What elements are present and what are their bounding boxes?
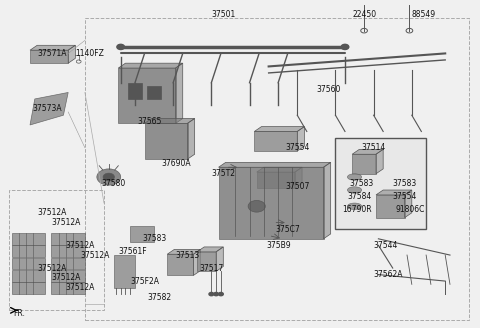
Text: 37501: 37501 [211, 10, 236, 19]
Text: 37512A: 37512A [66, 241, 95, 250]
Text: 37571A: 37571A [37, 49, 67, 58]
Text: 88549: 88549 [412, 10, 436, 19]
Polygon shape [257, 172, 295, 188]
Polygon shape [30, 50, 68, 63]
Polygon shape [197, 252, 216, 271]
Polygon shape [30, 92, 68, 125]
Bar [51, 258, 85, 269]
Text: 37554: 37554 [393, 192, 417, 201]
Bar [12, 282, 45, 294]
Text: 375F2A: 375F2A [130, 277, 159, 286]
Text: 91806C: 91806C [395, 205, 424, 214]
Polygon shape [218, 167, 324, 239]
Bar [12, 245, 45, 257]
Text: 37512A: 37512A [51, 273, 81, 282]
Bar [51, 282, 85, 294]
Text: 37583: 37583 [393, 179, 417, 188]
Circle shape [214, 293, 218, 296]
Text: 37517: 37517 [199, 264, 224, 273]
Text: 375T2: 375T2 [211, 169, 235, 178]
Bar [12, 233, 45, 245]
Text: 37512A: 37512A [37, 208, 67, 217]
Bar [114, 255, 135, 288]
Circle shape [209, 293, 214, 296]
Ellipse shape [348, 187, 362, 193]
Polygon shape [197, 247, 223, 252]
Text: 37583: 37583 [350, 179, 374, 188]
Text: FR.: FR. [13, 309, 25, 318]
Polygon shape [352, 154, 376, 174]
Polygon shape [144, 118, 195, 123]
Text: 37554: 37554 [285, 143, 310, 152]
Polygon shape [68, 45, 75, 63]
Text: 375C7: 375C7 [276, 225, 300, 234]
Polygon shape [297, 127, 304, 151]
Text: 37584: 37584 [348, 192, 372, 201]
Circle shape [248, 200, 265, 212]
Text: 37690A: 37690A [161, 159, 191, 169]
Text: 37514: 37514 [362, 143, 386, 152]
Polygon shape [188, 118, 195, 159]
Polygon shape [376, 149, 383, 174]
Circle shape [341, 44, 349, 50]
Text: 37565: 37565 [137, 117, 162, 126]
Bar [128, 83, 142, 99]
Polygon shape [376, 195, 405, 218]
Circle shape [103, 173, 115, 181]
Bar [51, 270, 85, 282]
Polygon shape [167, 249, 201, 254]
Polygon shape [257, 167, 302, 172]
Polygon shape [176, 63, 183, 123]
Polygon shape [218, 162, 331, 167]
Polygon shape [376, 190, 412, 195]
Text: 37573A: 37573A [33, 104, 62, 113]
Polygon shape [324, 162, 331, 239]
Text: 37580: 37580 [102, 179, 126, 188]
Text: 37562A: 37562A [373, 270, 403, 279]
Text: 37512A: 37512A [37, 264, 67, 273]
Circle shape [218, 293, 223, 296]
Ellipse shape [348, 203, 362, 210]
Polygon shape [118, 63, 183, 68]
Text: 37512A: 37512A [80, 251, 109, 259]
Text: 1140FZ: 1140FZ [75, 49, 104, 58]
Text: 37513: 37513 [176, 251, 200, 259]
Polygon shape [254, 127, 304, 132]
Text: 37582: 37582 [147, 293, 171, 302]
Bar [51, 245, 85, 257]
Text: 37561F: 37561F [118, 247, 147, 256]
Text: 22450: 22450 [352, 10, 376, 19]
Polygon shape [352, 149, 383, 154]
Bar [336, 138, 426, 229]
Polygon shape [118, 68, 176, 123]
Circle shape [97, 169, 120, 185]
Polygon shape [254, 132, 297, 151]
Polygon shape [144, 123, 188, 159]
Circle shape [117, 44, 124, 50]
Polygon shape [405, 190, 412, 218]
Polygon shape [193, 249, 201, 276]
Bar [51, 233, 85, 245]
Ellipse shape [348, 174, 362, 180]
Text: 37560: 37560 [316, 85, 341, 94]
Text: 37507: 37507 [285, 182, 310, 191]
Bar [147, 86, 161, 99]
Polygon shape [295, 167, 302, 188]
Text: 37583: 37583 [142, 234, 167, 243]
Text: 37544: 37544 [373, 241, 398, 250]
Text: 375B9: 375B9 [266, 241, 291, 250]
Text: 16790R: 16790R [343, 205, 372, 214]
Text: 37512A: 37512A [66, 283, 95, 292]
Polygon shape [167, 254, 193, 276]
Polygon shape [216, 247, 223, 271]
Polygon shape [30, 45, 75, 50]
Text: 37512A: 37512A [51, 218, 81, 227]
Bar [12, 258, 45, 269]
Bar [12, 270, 45, 282]
Polygon shape [130, 226, 154, 242]
